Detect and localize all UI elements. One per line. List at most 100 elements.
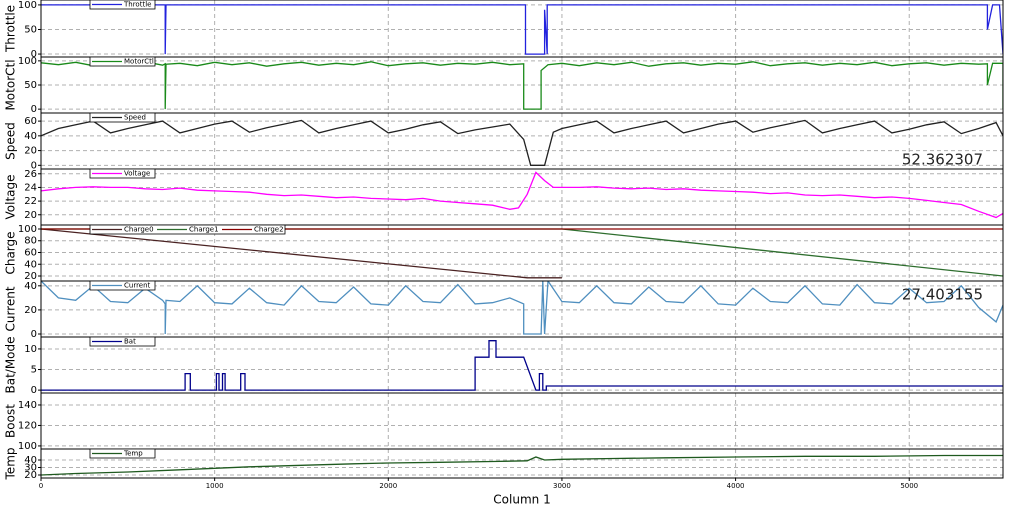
y-tick-label: 0 [31, 104, 37, 115]
y-tick-label: 0 [31, 385, 37, 396]
series-line [41, 61, 1003, 110]
y-tick-label: 100 [18, 441, 37, 452]
y-tick-label: 0 [31, 329, 37, 340]
y-tick-label: 50 [24, 24, 37, 35]
y-tick-label: 60 [24, 116, 37, 127]
lines [41, 4, 1003, 55]
y-tick-label: 20 [24, 146, 37, 157]
legend-box [89, 280, 156, 291]
panel: 0 20 40 Current Current 27.403155 [4, 280, 1004, 340]
lines [41, 281, 1003, 335]
legend-label: Speed [124, 114, 146, 122]
x-tick-label: 4000 [727, 482, 745, 490]
y-tick-label: 140 [18, 400, 37, 411]
legend-label: MotorCtl [124, 58, 154, 66]
y-tick-label: 10 [24, 344, 37, 355]
x-tick-label: 5000 [900, 482, 918, 490]
x-tick-label: 0 [39, 482, 43, 490]
legend-box [89, 168, 156, 179]
y-tick-label: 24 [24, 182, 37, 193]
panel: 0 5 10 Bat/Mode Bat [4, 336, 1004, 396]
lines [41, 61, 1003, 110]
legend-label: Throttle [123, 1, 151, 9]
y-tick-label: 22 [24, 196, 37, 207]
y-axis-label: Bat/Mode [4, 336, 18, 393]
legend-label: Current [124, 282, 151, 290]
panel: 20 22 24 26 Voltage Voltage [4, 168, 1004, 226]
series-line [41, 228, 562, 279]
panel-frame [40, 448, 1004, 479]
plot-area [41, 449, 1003, 478]
legend-label: Voltage [124, 170, 150, 178]
panel: 0 20 40 60 Speed Speed 52.362307 [4, 112, 1004, 171]
y-tick-label: 50 [24, 80, 37, 91]
y-tick-label: 20 [24, 470, 37, 481]
y-axis-label: Charge [4, 231, 18, 274]
y-tick-label: 20 [24, 305, 37, 316]
y-tick-label: 40 [24, 281, 37, 292]
y-axis-label: Throttle [4, 5, 18, 53]
y-tick-label: 30 [24, 463, 37, 474]
y-tick-label: 40 [24, 259, 37, 270]
legend-box [89, 224, 286, 235]
y-tick-label: 0 [31, 160, 37, 171]
legend-label: Charge2 [254, 226, 284, 234]
plot-area [41, 57, 1003, 113]
plot-area [41, 169, 1003, 225]
lines [41, 454, 1003, 476]
series-line [41, 171, 1003, 219]
y-tick-label: 40 [24, 455, 37, 466]
x-tick-label: 1000 [206, 482, 224, 490]
y-tick-label: 40 [24, 131, 37, 142]
series-line [41, 4, 1003, 55]
legend-label: Temp [123, 450, 143, 458]
legend-box [89, 448, 156, 459]
y-tick-label: 0 [31, 49, 37, 60]
series-line [41, 119, 1003, 166]
lines [41, 171, 1003, 219]
annotation: 27.403155 [902, 286, 983, 304]
legend-label: Bat [124, 338, 136, 346]
legend-label: Charge1 [189, 226, 219, 234]
y-tick-label: 100 [18, 56, 37, 67]
legend-box [89, 336, 156, 347]
plot-area [41, 393, 1003, 449]
y-axis-label: Voltage [4, 174, 18, 219]
series-line [41, 454, 1003, 476]
legend-label: Charge0 [124, 226, 154, 234]
y-tick-label: 100 [18, 224, 37, 235]
x-axis-label: Column 1 [493, 493, 550, 507]
x-tick-label: 3000 [553, 482, 571, 490]
y-axis-label: Current [4, 286, 18, 331]
legend-box [89, 0, 156, 10]
y-axis-label: Boost [4, 404, 18, 438]
annotation: 52.362307 [902, 151, 983, 169]
lines [41, 119, 1003, 166]
plot-area [41, 281, 1003, 337]
plot-area [41, 337, 1003, 393]
y-axis-label: Temp [4, 448, 18, 481]
plot-area [41, 113, 1003, 169]
series-line [41, 281, 1003, 335]
legend-box [89, 112, 156, 123]
y-tick-label: 20 [24, 271, 37, 282]
y-axis-label: Speed [4, 122, 18, 160]
series-line [41, 340, 1003, 391]
lines [41, 340, 1003, 391]
y-tick-label: 120 [18, 420, 37, 431]
y-axis-label: MotorCtl [4, 59, 18, 110]
x-tick-label: 2000 [379, 482, 397, 490]
plot-area [41, 0, 1003, 57]
y-tick-label: 60 [24, 248, 37, 259]
y-tick-label: 5 [31, 365, 37, 376]
y-tick-label: 80 [24, 236, 37, 247]
y-tick-label: 100 [18, 0, 37, 11]
y-tick-label: 26 [24, 169, 37, 180]
y-tick-label: 20 [24, 210, 37, 221]
legend-box [89, 56, 156, 67]
